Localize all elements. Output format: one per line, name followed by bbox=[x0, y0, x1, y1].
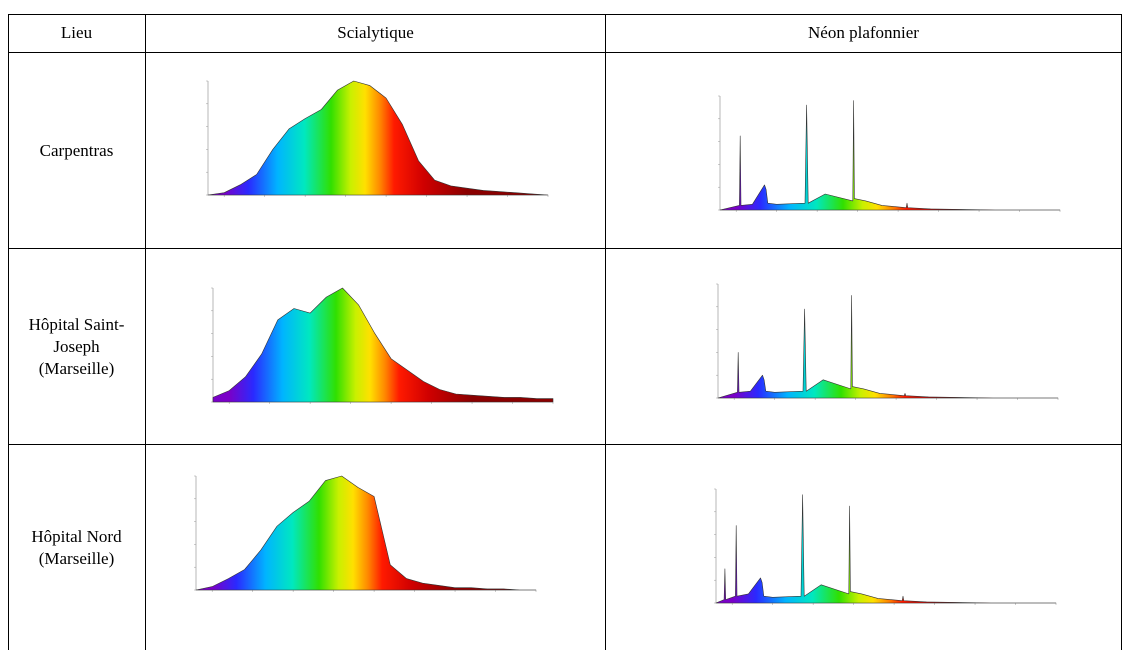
spectrum-scialytique-saint-joseph bbox=[191, 278, 561, 418]
location-label: Hôpital Nord (Marseille) bbox=[31, 526, 122, 568]
table-grid bbox=[8, 14, 1122, 650]
location-nord: Hôpital Nord (Marseille) bbox=[9, 445, 144, 650]
header-scialytique: Scialytique bbox=[337, 23, 414, 42]
spectrum-area bbox=[719, 100, 1061, 211]
spectrum-svg bbox=[211, 287, 554, 404]
location-label: Carpentras bbox=[39, 140, 114, 160]
location-label: Hôpital Saint- Joseph (Marseille) bbox=[28, 314, 125, 378]
spectrum-svg bbox=[206, 80, 549, 197]
spectrum-scialytique-nord bbox=[174, 466, 544, 606]
axis-line bbox=[717, 284, 1058, 399]
spectrum-area bbox=[212, 287, 554, 403]
axis-line bbox=[715, 489, 1056, 604]
spectrum-neon-saint-joseph bbox=[696, 274, 1066, 414]
location-saint-joseph: Hôpital Saint- Joseph (Marseille) bbox=[9, 249, 144, 444]
spectrum-svg bbox=[716, 283, 1059, 400]
spectrum-neon-carpentras bbox=[698, 86, 1068, 226]
spectrum-svg bbox=[718, 95, 1061, 212]
header-lieu: Lieu bbox=[60, 23, 93, 42]
spectrum-neon-nord bbox=[694, 479, 1064, 619]
spectrum-scialytique-carpentras bbox=[186, 71, 556, 211]
spectrum-area bbox=[715, 494, 1057, 604]
spectrum-svg bbox=[714, 488, 1057, 605]
spectrum-area bbox=[207, 80, 549, 196]
location-carpentras: Carpentras bbox=[9, 53, 144, 248]
axis-line bbox=[719, 96, 1060, 211]
spectrum-area bbox=[717, 295, 1059, 399]
header-neon: Néon plafonnier bbox=[808, 23, 919, 42]
spectrum-area bbox=[195, 475, 537, 591]
spectrum-svg bbox=[194, 475, 537, 592]
